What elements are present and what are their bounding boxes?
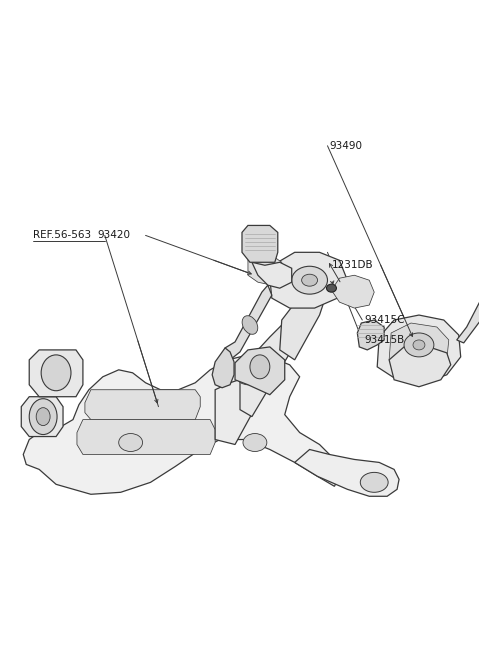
Polygon shape bbox=[332, 275, 374, 308]
Text: 93420: 93420 bbox=[98, 231, 131, 240]
Ellipse shape bbox=[250, 355, 270, 379]
Ellipse shape bbox=[404, 333, 434, 357]
Ellipse shape bbox=[119, 434, 143, 451]
Polygon shape bbox=[235, 347, 285, 395]
Polygon shape bbox=[245, 240, 255, 248]
Ellipse shape bbox=[41, 355, 71, 391]
Polygon shape bbox=[242, 225, 278, 262]
Ellipse shape bbox=[36, 407, 50, 426]
Polygon shape bbox=[77, 420, 215, 455]
Polygon shape bbox=[295, 449, 399, 496]
Ellipse shape bbox=[29, 399, 57, 434]
Polygon shape bbox=[357, 320, 384, 350]
Polygon shape bbox=[377, 315, 461, 383]
Polygon shape bbox=[245, 246, 255, 252]
Text: REF.56-563: REF.56-563 bbox=[33, 231, 91, 240]
Ellipse shape bbox=[413, 340, 425, 350]
Polygon shape bbox=[248, 252, 282, 285]
Polygon shape bbox=[389, 323, 449, 373]
Polygon shape bbox=[457, 255, 480, 343]
Polygon shape bbox=[21, 397, 63, 436]
Polygon shape bbox=[389, 347, 451, 386]
Text: 93415C: 93415C bbox=[364, 315, 405, 325]
Polygon shape bbox=[85, 390, 200, 420]
Polygon shape bbox=[252, 262, 292, 288]
Ellipse shape bbox=[243, 434, 267, 451]
Polygon shape bbox=[222, 285, 272, 360]
Ellipse shape bbox=[237, 369, 259, 384]
Text: 1231DB: 1231DB bbox=[332, 260, 373, 271]
Ellipse shape bbox=[301, 274, 318, 286]
Polygon shape bbox=[240, 323, 305, 417]
Polygon shape bbox=[270, 252, 348, 308]
Polygon shape bbox=[245, 235, 255, 242]
Text: 93490: 93490 bbox=[329, 141, 362, 151]
Text: 93415B: 93415B bbox=[364, 335, 405, 345]
Polygon shape bbox=[215, 377, 268, 445]
Polygon shape bbox=[280, 295, 324, 360]
Ellipse shape bbox=[326, 284, 336, 292]
Ellipse shape bbox=[242, 316, 258, 334]
Polygon shape bbox=[245, 231, 255, 237]
Ellipse shape bbox=[292, 267, 327, 294]
Polygon shape bbox=[212, 348, 234, 388]
Polygon shape bbox=[29, 350, 83, 397]
Polygon shape bbox=[23, 355, 339, 495]
Ellipse shape bbox=[360, 472, 388, 493]
